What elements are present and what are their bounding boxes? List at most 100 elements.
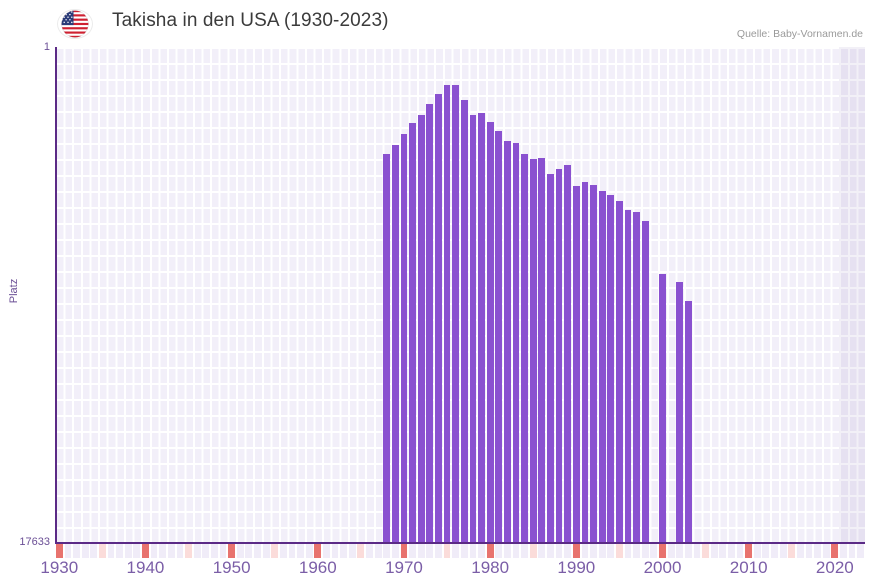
x-tick-1998 bbox=[641, 544, 649, 558]
source-attribution: Quelle: Baby-Vornamen.de bbox=[736, 28, 863, 40]
bar-1996[interactable] bbox=[624, 209, 632, 543]
x-axis-tick-strip bbox=[55, 544, 865, 558]
x-tick-1983 bbox=[512, 544, 520, 558]
bar-1984[interactable] bbox=[521, 153, 529, 543]
bar-1986[interactable] bbox=[538, 158, 546, 543]
x-tick-1976 bbox=[452, 544, 460, 558]
x-tick-1941 bbox=[150, 544, 158, 558]
bar-2003[interactable] bbox=[684, 301, 692, 543]
x-tick-2009 bbox=[736, 544, 744, 558]
x-tick-2008 bbox=[728, 544, 735, 558]
bar-2002[interactable] bbox=[676, 281, 684, 543]
bar-1972[interactable] bbox=[417, 115, 425, 543]
x-tick-1972 bbox=[417, 544, 425, 558]
bar-1968[interactable] bbox=[383, 153, 391, 543]
bar-1995[interactable] bbox=[616, 200, 623, 543]
bar-1987[interactable] bbox=[547, 174, 554, 543]
x-tick-2019 bbox=[822, 544, 830, 558]
x-tick-1942 bbox=[159, 544, 167, 558]
y-axis-line bbox=[55, 47, 57, 544]
bar-1980[interactable] bbox=[486, 122, 494, 543]
bar-series bbox=[55, 47, 865, 543]
x-axis-label-1960: 1960 bbox=[298, 558, 337, 577]
x-tick-1982 bbox=[503, 544, 511, 558]
x-tick-1937 bbox=[116, 544, 124, 558]
bar-1976[interactable] bbox=[452, 84, 460, 543]
bar-1975[interactable] bbox=[443, 84, 451, 543]
x-tick-1970 bbox=[400, 544, 408, 558]
x-tick-2017 bbox=[805, 544, 813, 558]
x-axis-label-2020: 2020 bbox=[815, 558, 854, 577]
bar-1982[interactable] bbox=[503, 140, 511, 543]
bar-1991[interactable] bbox=[581, 182, 589, 543]
x-tick-1959 bbox=[305, 544, 313, 558]
x-tick-1931 bbox=[64, 544, 72, 558]
bar-1990[interactable] bbox=[572, 185, 580, 543]
x-tick-1950 bbox=[228, 544, 236, 558]
x-tick-1961 bbox=[323, 544, 330, 558]
x-tick-1979 bbox=[478, 544, 485, 558]
x-tick-1969 bbox=[391, 544, 399, 558]
x-tick-1957 bbox=[288, 544, 296, 558]
x-tick-1973 bbox=[426, 544, 434, 558]
chart-title: Takisha in den USA (1930-2023) bbox=[112, 10, 389, 31]
x-tick-1958 bbox=[297, 544, 304, 558]
x-tick-1934 bbox=[90, 544, 98, 558]
bar-1974[interactable] bbox=[435, 93, 442, 543]
x-axis-label-2010: 2010 bbox=[729, 558, 768, 577]
x-tick-1939 bbox=[133, 544, 141, 558]
x-tick-1965 bbox=[357, 544, 365, 558]
bar-1988[interactable] bbox=[555, 168, 563, 543]
x-tick-1949 bbox=[219, 544, 227, 558]
y-axis-bottom-tick: 17633 bbox=[19, 536, 50, 548]
x-axis-label-1970: 1970 bbox=[385, 558, 423, 577]
x-tick-2023 bbox=[857, 544, 865, 558]
x-axis-labels: 1930 1940 1950 1960 1970 1980 1990 2000 2010 2020 bbox=[0, 558, 873, 587]
bar-1993[interactable] bbox=[598, 191, 606, 543]
bar-1973[interactable] bbox=[426, 103, 434, 543]
bar-1978[interactable] bbox=[469, 114, 477, 543]
x-tick-1964 bbox=[348, 544, 356, 558]
bar-1970[interactable] bbox=[400, 134, 408, 543]
bar-2000[interactable] bbox=[659, 274, 666, 543]
x-axis-label-1990: 1990 bbox=[557, 558, 596, 577]
x-tick-1994 bbox=[607, 544, 615, 558]
bar-1979[interactable] bbox=[478, 112, 485, 543]
bar-1977[interactable] bbox=[460, 99, 468, 543]
x-axis-label-1930: 1930 bbox=[40, 558, 79, 577]
x-tick-1988 bbox=[555, 544, 563, 558]
x-tick-2006 bbox=[710, 544, 718, 558]
bar-1969[interactable] bbox=[391, 144, 399, 543]
x-tick-2022 bbox=[848, 544, 856, 558]
x-tick-1999 bbox=[650, 544, 658, 558]
x-tick-1977 bbox=[460, 544, 468, 558]
bar-1994[interactable] bbox=[607, 194, 615, 543]
x-tick-1955 bbox=[271, 544, 279, 558]
x-tick-1975 bbox=[443, 544, 451, 558]
x-tick-1954 bbox=[262, 544, 270, 558]
bar-1971[interactable] bbox=[409, 122, 416, 543]
x-tick-1956 bbox=[279, 544, 287, 558]
x-tick-1981 bbox=[495, 544, 503, 558]
x-axis-line bbox=[55, 542, 865, 544]
bar-1989[interactable] bbox=[564, 164, 572, 543]
x-tick-1997 bbox=[633, 544, 641, 558]
bar-1998[interactable] bbox=[641, 220, 649, 543]
x-tick-1968 bbox=[383, 544, 391, 558]
x-tick-2014 bbox=[779, 544, 787, 558]
x-tick-2013 bbox=[771, 544, 778, 558]
x-tick-1992 bbox=[590, 544, 597, 558]
x-tick-2021 bbox=[840, 544, 847, 558]
bar-1997[interactable] bbox=[633, 212, 641, 543]
bar-1985[interactable] bbox=[529, 158, 537, 543]
x-tick-2001 bbox=[667, 544, 675, 558]
x-tick-2000 bbox=[659, 544, 666, 558]
bar-1992[interactable] bbox=[590, 184, 597, 543]
bar-1981[interactable] bbox=[495, 131, 503, 543]
x-tick-1989 bbox=[564, 544, 572, 558]
x-tick-1980 bbox=[486, 544, 494, 558]
bar-1983[interactable] bbox=[512, 142, 520, 543]
x-axis-label-1980: 1980 bbox=[471, 558, 510, 577]
x-tick-1986 bbox=[538, 544, 546, 558]
x-tick-1936 bbox=[107, 544, 115, 558]
